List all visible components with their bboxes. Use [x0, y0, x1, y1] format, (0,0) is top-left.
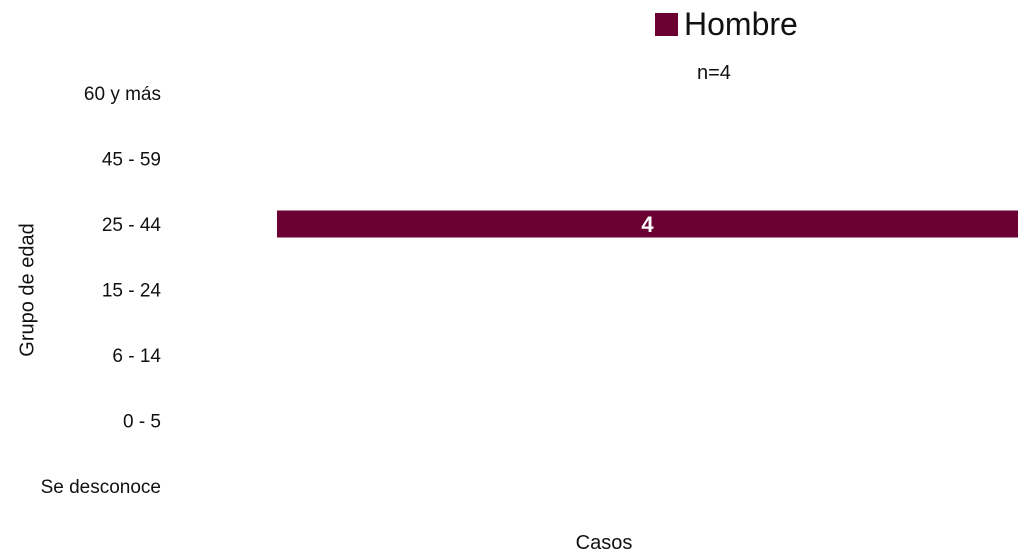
- y-tick-label: Se desconoce: [41, 477, 161, 498]
- y-axis-label: Grupo de edad: [16, 223, 39, 357]
- y-tick-label: 25 - 44: [102, 215, 162, 236]
- y-tick-label: 15 - 24: [102, 281, 162, 302]
- legend: Hombre: [655, 6, 798, 43]
- y-tick-label: 45 - 59: [102, 150, 161, 171]
- legend-label: Hombre: [684, 6, 798, 42]
- y-tick-label: 6 - 14: [112, 346, 161, 367]
- chart-subtitle: n=4: [697, 62, 731, 84]
- bar: [277, 210, 1018, 238]
- x-axis-label: Casos: [575, 532, 633, 554]
- y-tick-label: 0 - 5: [123, 412, 161, 433]
- data-label: 4: [641, 212, 654, 237]
- legend-swatch: [655, 13, 678, 36]
- y-tick-label: 60 y más: [84, 84, 161, 105]
